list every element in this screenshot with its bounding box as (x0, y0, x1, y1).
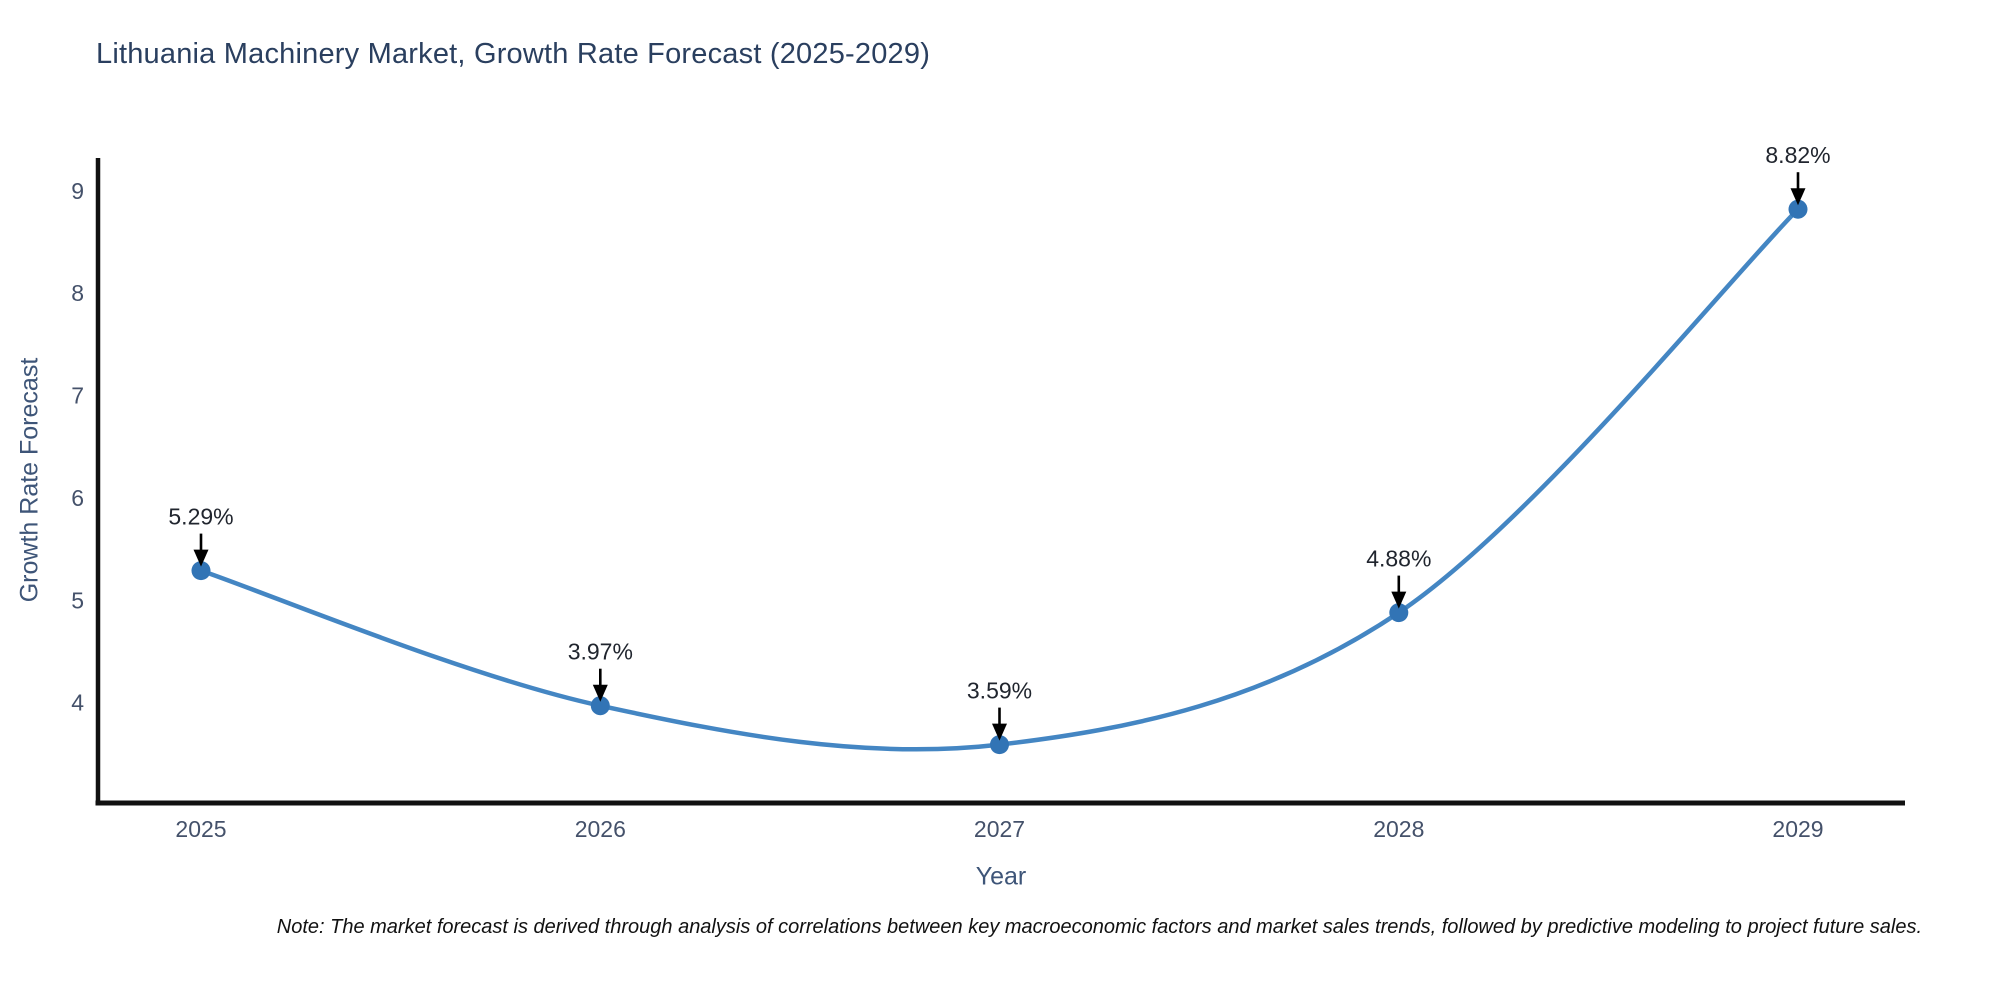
annotation-label: 3.59% (967, 678, 1032, 704)
annotation-arrowhead (193, 549, 209, 567)
annotation-label: 3.97% (568, 639, 633, 665)
annotation-arrowhead (1790, 188, 1806, 206)
chart-title: Lithuania Machinery Market, Growth Rate … (96, 38, 931, 70)
data-point-marker[interactable] (1389, 603, 1409, 623)
x-tick-label: 2029 (1772, 816, 1823, 842)
y-tick-label: 6 (71, 485, 84, 511)
data-point-marker[interactable] (590, 696, 610, 716)
annotation-label: 4.88% (1366, 546, 1431, 572)
data-point-marker[interactable] (191, 561, 211, 581)
data-point-marker[interactable] (1788, 199, 1808, 219)
y-tick-label: 9 (71, 178, 84, 204)
x-tick-label: 2025 (175, 816, 226, 842)
annotation-label: 8.82% (1765, 142, 1830, 168)
annotation-arrowhead (1391, 591, 1407, 609)
annotation-label: 5.29% (168, 504, 233, 530)
x-tick-label: 2026 (575, 816, 626, 842)
chart-footnote: Note: The market forecast is derived thr… (276, 916, 1922, 938)
x-tick-label: 2027 (974, 816, 1025, 842)
data-point-marker[interactable] (990, 735, 1009, 755)
x-axis-title: Year (975, 862, 1027, 891)
y-tick-label: 4 (71, 690, 84, 716)
x-tick-label: 2028 (1373, 816, 1424, 842)
y-axis-title: Growth Rate Forecast (15, 357, 44, 603)
y-tick-label: 8 (71, 280, 84, 306)
annotation-arrowhead (992, 723, 1007, 741)
y-tick-label: 5 (71, 587, 84, 613)
trend-line (198, 206, 1801, 752)
annotation-arrowhead (592, 684, 608, 702)
y-tick-label: 7 (71, 383, 84, 409)
